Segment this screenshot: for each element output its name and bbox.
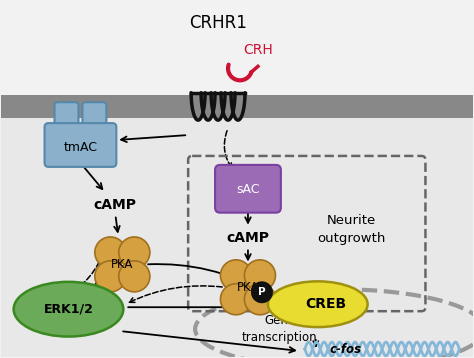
Text: cAMP: cAMP xyxy=(94,198,137,212)
Circle shape xyxy=(119,261,150,292)
Text: PKA: PKA xyxy=(237,281,259,294)
Text: PKA: PKA xyxy=(111,258,134,271)
Ellipse shape xyxy=(268,281,368,327)
Circle shape xyxy=(95,237,126,268)
Circle shape xyxy=(245,260,275,291)
Text: Gene
transcription: Gene transcription xyxy=(242,314,318,344)
Text: tmAC: tmAC xyxy=(64,141,98,155)
Text: c-fos: c-fos xyxy=(330,343,362,355)
Ellipse shape xyxy=(14,282,123,337)
Text: ERK1/2: ERK1/2 xyxy=(44,303,93,316)
FancyBboxPatch shape xyxy=(82,102,106,130)
Bar xyxy=(0,1,474,95)
Bar xyxy=(0,118,474,357)
Text: CRHR1: CRHR1 xyxy=(189,14,247,32)
Text: P: P xyxy=(258,287,266,297)
Text: CRH: CRH xyxy=(243,43,273,57)
FancyBboxPatch shape xyxy=(45,123,116,167)
Circle shape xyxy=(251,281,273,303)
Circle shape xyxy=(95,261,126,292)
Circle shape xyxy=(220,284,252,315)
Circle shape xyxy=(119,237,150,268)
Text: CREB: CREB xyxy=(305,297,346,311)
Text: cAMP: cAMP xyxy=(227,231,269,245)
FancyBboxPatch shape xyxy=(55,102,79,130)
Text: Neurite
outgrowth: Neurite outgrowth xyxy=(318,214,386,245)
Circle shape xyxy=(220,260,252,291)
Circle shape xyxy=(245,284,275,315)
FancyBboxPatch shape xyxy=(215,165,281,213)
Bar xyxy=(0,95,474,118)
Text: sAC: sAC xyxy=(236,183,260,196)
